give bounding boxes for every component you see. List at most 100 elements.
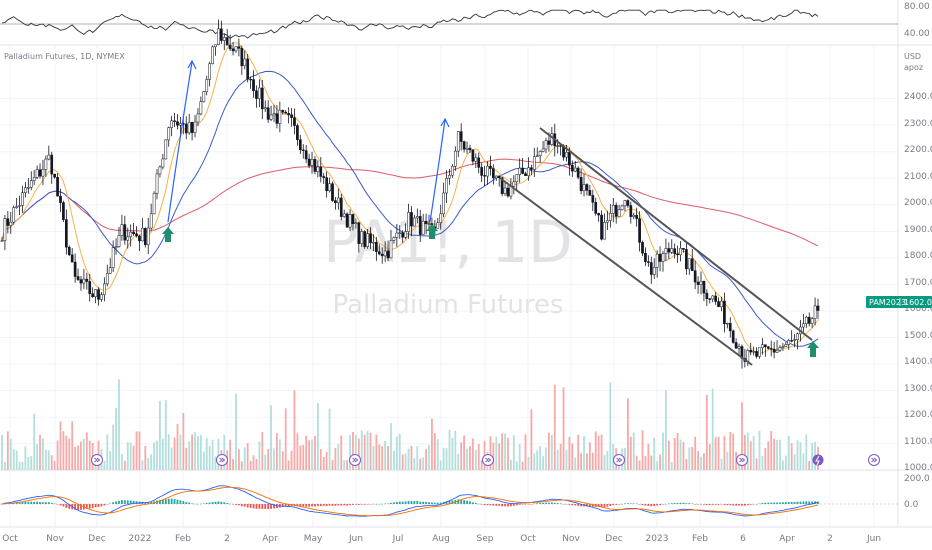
macd-hist-bar: [483, 504, 486, 506]
candle-body: [260, 87, 264, 110]
volume-bar: [12, 449, 15, 470]
candle-body: [524, 173, 527, 176]
symbol-title[interactable]: Palladium Futures, 1D, NYMEX: [4, 52, 125, 61]
candle-body: [661, 253, 665, 262]
candle-body: [255, 90, 258, 99]
macd-hist-bar: [562, 503, 565, 505]
volume-bar: [208, 445, 211, 470]
macd-hist-bar: [182, 501, 185, 504]
macd-hist-bar: [91, 504, 94, 509]
volume-bar: [553, 384, 556, 470]
candle-body: [766, 346, 770, 349]
channel-upper-line[interactable]: [539, 127, 813, 341]
volume-bar: [407, 448, 410, 470]
volume-bar: [676, 432, 679, 470]
volume-bar: [501, 433, 504, 470]
macd-hist-bar: [59, 504, 62, 506]
candle-body: [187, 122, 191, 134]
volume-bar: [290, 450, 293, 470]
macd-hist-bar: [679, 502, 682, 504]
volume-bar: [153, 442, 155, 470]
candle-body: [804, 316, 808, 325]
candle-body: [816, 305, 820, 311]
time-axis[interactable]: Oct Nov Dec 2022 Feb 2 Apr May Jun Jul Aug Sep Oct No…: [2, 534, 881, 544]
volume-bar: [746, 432, 749, 470]
macd-hist-bar: [527, 504, 530, 505]
macd-hist-bar: [694, 504, 697, 505]
volume-bar: [6, 431, 9, 470]
volume-bar: [802, 453, 805, 470]
candle-body: [427, 223, 431, 225]
macd-hist-bar: [27, 501, 30, 504]
macd-hist-bar: [428, 502, 430, 504]
macd-hist-bar: [56, 504, 59, 505]
macd-hist-bar: [170, 498, 173, 504]
macd-hist-bar: [375, 503, 378, 505]
candle-body: [632, 215, 636, 217]
time-tick-19: 2: [827, 534, 833, 544]
candle-body: [100, 294, 103, 300]
candle-body: [725, 322, 729, 325]
macd-hist-bar: [469, 501, 471, 504]
volume-bar: [571, 443, 574, 470]
volume-bar: [688, 447, 691, 470]
candle-body: [500, 177, 504, 194]
volume-bar: [217, 438, 220, 470]
volume-bar: [466, 448, 468, 470]
volume-bar: [629, 436, 632, 470]
candle-body: [702, 280, 706, 294]
macd-hist-bar: [413, 500, 416, 504]
volume-bar: [510, 459, 512, 470]
macd-hist-bar: [24, 501, 27, 504]
price-tag-symbol: PAM2023: [869, 298, 906, 307]
macd-hist-bar: [296, 504, 299, 507]
channel-lower-line[interactable]: [499, 177, 753, 366]
candle-body: [366, 233, 369, 247]
descending-channel[interactable]: [499, 127, 813, 366]
macd-hist-bar: [550, 502, 553, 504]
macd-hist-bar: [805, 501, 808, 504]
candle-body: [761, 344, 764, 348]
candle-body: [603, 222, 606, 240]
volume-bar: [682, 441, 685, 470]
candle-body: [6, 218, 10, 226]
candle-body: [363, 231, 367, 247]
volume-bar: [662, 432, 664, 470]
macd-hist-bar: [606, 504, 609, 507]
candle-body: [474, 157, 478, 162]
volume-bar: [743, 435, 746, 470]
event-marker-active: [812, 454, 824, 466]
macd-hist-bar: [553, 502, 556, 504]
candle-body: [585, 184, 589, 191]
price-tick-2400: 2400.0: [904, 92, 932, 102]
macd-hist-bar: [501, 504, 504, 507]
up-arrow-3: [807, 341, 819, 357]
macd-hist-bar: [416, 500, 419, 504]
candle-body: [737, 346, 741, 349]
volume-bar: [439, 460, 442, 470]
macd-hist-bar: [150, 502, 153, 504]
candle-body: [73, 261, 77, 277]
volume-bar: [141, 460, 144, 470]
volume-bar: [705, 394, 708, 470]
volume-bar: [799, 442, 802, 470]
macd-hist-bar: [65, 504, 68, 508]
candle-body: [576, 167, 580, 178]
event-marker-icon-0: [94, 457, 101, 463]
volume-bar: [284, 408, 287, 470]
volume-bar: [811, 443, 814, 470]
macd-hist-bar: [378, 503, 381, 505]
macd-hist-bar: [39, 502, 41, 504]
macd-hist-bar: [369, 504, 372, 505]
macd-hist-bar: [255, 504, 258, 509]
event-markers[interactable]: [91, 454, 880, 466]
candle-body: [723, 300, 726, 324]
macd-hist-bar: [580, 504, 582, 507]
volume-bar: [498, 443, 501, 470]
macd-hist-bar: [179, 500, 182, 504]
volume-bar: [185, 447, 188, 470]
candle-body: [489, 165, 492, 169]
macd-hist-bar: [431, 502, 433, 504]
blue-arrow-1: [167, 61, 193, 223]
